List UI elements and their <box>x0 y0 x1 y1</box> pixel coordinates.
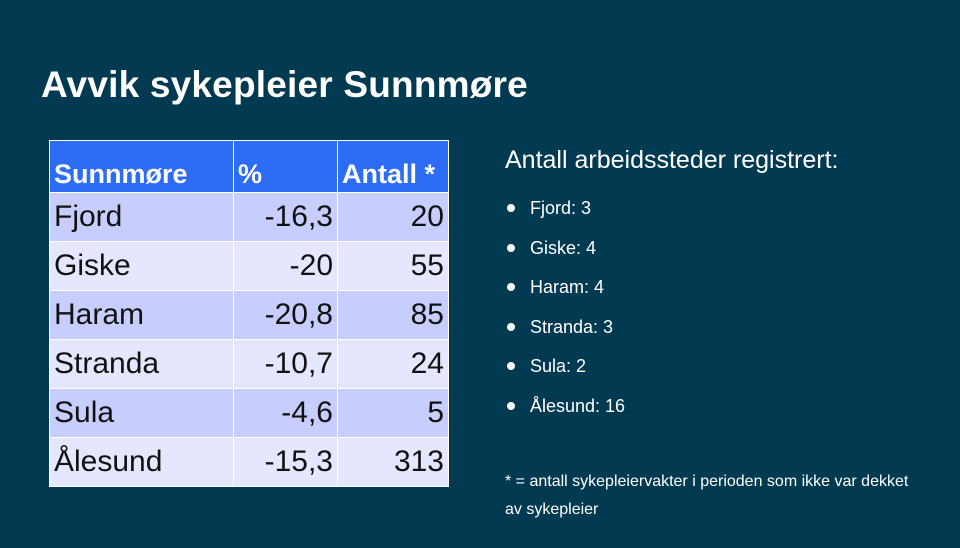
cell-percent: -16,3 <box>233 192 338 242</box>
list-item-text: Stranda: 3 <box>530 316 614 337</box>
column-header-count: Antall * <box>337 140 449 193</box>
list-item: Giske: 4 <box>505 236 625 276</box>
table-header-row: Sunnmøre % Antall * <box>49 140 449 193</box>
cell-percent: -4,6 <box>233 388 338 438</box>
bullet-icon <box>507 204 515 212</box>
table-row: Haram -20,8 85 <box>49 290 449 340</box>
cell-count: 313 <box>337 437 449 487</box>
slide-title: Avvik sykepleier Sunnmøre <box>41 64 528 105</box>
table-row: Stranda -10,7 24 <box>49 339 449 389</box>
workplaces-heading: Antall arbeidssteder registrert: <box>505 146 839 174</box>
column-header-percent: % <box>233 140 338 193</box>
bullet-icon <box>507 401 515 410</box>
list-item: Fjord: 3 <box>505 196 625 236</box>
list-item: Haram: 4 <box>505 275 625 315</box>
cell-count: 55 <box>337 241 449 291</box>
list-item-text: Sula: 2 <box>530 356 587 376</box>
cell-region: Ålesund <box>49 437 234 487</box>
list-item-text: Haram: 4 <box>530 277 605 297</box>
footnote: * = antall sykepleiervakter i perioden s… <box>505 473 909 518</box>
list-item-text: Ålesund: 16 <box>530 395 626 416</box>
bullet-icon <box>507 243 515 252</box>
cell-count: 5 <box>337 388 449 438</box>
cell-count: 85 <box>337 290 449 340</box>
bullet-icon <box>507 362 515 370</box>
table-row: Ålesund -15,3 313 <box>49 437 449 487</box>
bullet-icon <box>507 322 515 331</box>
table-row: Giske -20 55 <box>49 241 449 291</box>
list-item-text: Fjord: 3 <box>530 198 592 218</box>
cell-region: Stranda <box>49 339 234 389</box>
cell-percent: -10,7 <box>233 339 338 389</box>
cell-region: Sula <box>49 388 234 438</box>
table-container: Sunnmøre % Antall * Fjord -16,3 20 Giske… <box>49 140 449 487</box>
table-row: Sula -4,6 5 <box>49 388 449 438</box>
list-item-text: Giske: 4 <box>530 237 597 258</box>
cell-percent: -20,8 <box>233 290 338 340</box>
cell-region: Giske <box>49 241 234 291</box>
list-item: Sula: 2 <box>505 354 625 394</box>
list-item: Stranda: 3 <box>505 315 625 355</box>
cell-percent: -20 <box>233 241 338 291</box>
list-item: Ålesund: 16 <box>505 394 625 434</box>
cell-count: 24 <box>337 339 449 389</box>
cell-region: Fjord <box>49 192 234 242</box>
deviation-table: Sunnmøre % Antall * Fjord -16,3 20 Giske… <box>49 140 449 487</box>
cell-region: Haram <box>49 290 234 340</box>
column-header-region: Sunnmøre <box>49 140 234 193</box>
workplaces-list: Fjord: 3 Giske: 4 Haram: 4 Stranda: 3 Su… <box>505 196 625 433</box>
table-row: Fjord -16,3 20 <box>49 192 449 242</box>
cell-percent: -15,3 <box>233 437 338 487</box>
cell-count: 20 <box>337 192 449 242</box>
bullet-icon <box>507 283 515 291</box>
